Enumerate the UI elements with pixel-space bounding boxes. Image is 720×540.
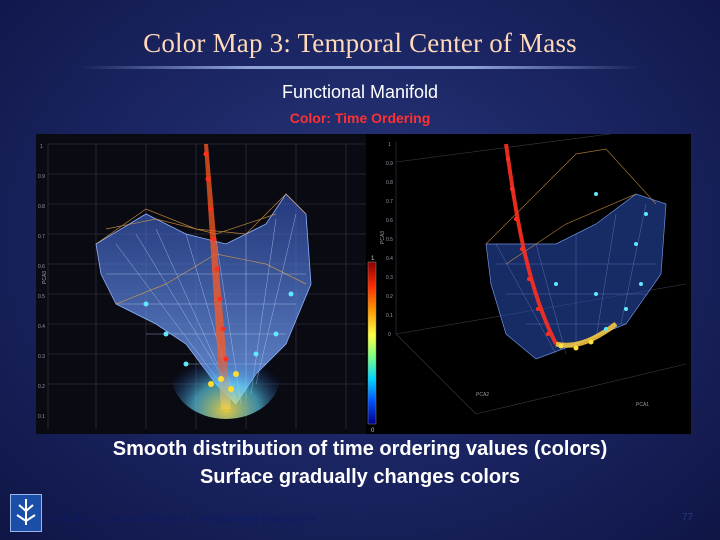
left-y-tick: 0.6 (38, 264, 45, 270)
right-z-tick: 1 (388, 142, 391, 148)
right-z-tick: 0.8 (386, 180, 393, 186)
right-z-axis-label: PCA3 (380, 231, 386, 244)
page-number: 77 (682, 512, 694, 523)
right-z-tick: 0 (388, 332, 391, 338)
left-y-axis-label: PCA3 (42, 271, 48, 284)
caption-line-1: Smooth distribution of time ordering val… (112, 438, 608, 460)
manifold-figure: 1 0.9 0.8 0.7 0.6 0.5 0.4 0.3 0.2 0.1 PC… (36, 134, 691, 434)
left-y-tick: 0.5 (38, 294, 45, 300)
left-y-tick: 0.4 (38, 324, 45, 330)
right-z-tick: 0.5 (386, 237, 393, 243)
left-manifold-plot: 1 0.9 0.8 0.7 0.6 0.5 0.4 0.3 0.2 0.1 PC… (36, 134, 366, 434)
slide-subtitle: Functional Manifold (281, 82, 439, 102)
left-y-tick: 1 (40, 144, 43, 150)
left-y-tick: 0.7 (38, 234, 45, 240)
university-logo (10, 494, 42, 532)
right-z-tick: 0.2 (386, 294, 393, 300)
left-y-tick: 0.8 (38, 204, 45, 210)
right-z-tick: 0.6 (386, 218, 393, 224)
left-y-tick: 0.2 (38, 384, 45, 390)
colorbar-gradient (367, 261, 377, 425)
colorbar-bottom-label: 0 (371, 428, 375, 434)
left-y-tick: 0.1 (38, 414, 45, 420)
colorbar-top-label: 1 (371, 256, 375, 262)
title-underline (80, 66, 640, 69)
left-y-tick: 0.3 (38, 354, 45, 360)
right-x-axis-label: PCA1 (636, 402, 649, 408)
right-z-tick: 0.4 (386, 256, 393, 262)
caption-line-2: Surface gradually changes colors (199, 466, 521, 488)
left-y-tick: 0.9 (38, 174, 45, 180)
right-z-tick: 0.3 (386, 275, 393, 281)
right-z-tick: 0.1 (386, 313, 393, 319)
right-z-tick: 0.9 (386, 161, 393, 167)
right-y-axis-label: PCA2 (476, 392, 489, 398)
colorbar: 1 0 (367, 256, 377, 434)
right-z-tick: 0.7 (386, 199, 393, 205)
footer-text: Functional Connectivity and Time Orderin… (50, 513, 316, 525)
slide-title: Color Map 3: Temporal Center of Mass (143, 28, 577, 58)
color-caption: Color: Time Ordering (289, 110, 431, 126)
right-manifold-plot: 1 0.9 0.8 0.7 0.6 0.5 0.4 0.3 0.2 0.1 0 … (380, 134, 691, 434)
left-warm-core (171, 329, 281, 419)
